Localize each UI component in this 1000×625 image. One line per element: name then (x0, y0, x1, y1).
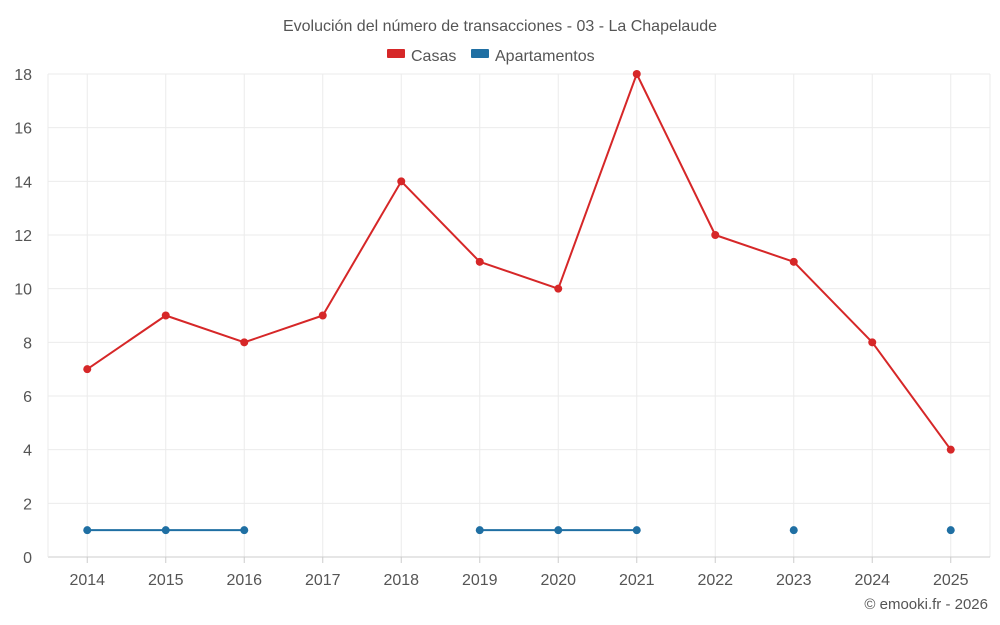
data-point-casas[interactable] (711, 231, 720, 239)
y-tick-label: 0 (23, 550, 32, 567)
data-point-apartamentos[interactable] (475, 526, 484, 535)
data-point-casas[interactable] (83, 365, 92, 374)
legend-label-casas[interactable]: Casas (411, 48, 456, 65)
data-point-casas[interactable] (789, 257, 798, 266)
x-tick-label: 2017 (305, 572, 341, 589)
credit-text: © emooki.fr - 2026 (864, 596, 988, 613)
data-point-casas[interactable] (868, 338, 877, 347)
series-layer (83, 70, 955, 535)
data-point-casas[interactable] (397, 177, 406, 186)
gridlines (48, 73, 991, 557)
x-tick-label: 2021 (619, 572, 655, 589)
legend-swatch-casas (387, 49, 405, 58)
y-tick-label: 12 (14, 228, 32, 245)
y-tick-label: 8 (23, 335, 32, 352)
series-apartamentos (83, 526, 955, 535)
x-tick-label: 2023 (776, 572, 812, 589)
y-axis: 0 2 4 6 8 10 12 14 16 18 (14, 67, 49, 567)
x-tick-label: 2019 (462, 572, 498, 589)
data-point-apartamentos[interactable] (946, 526, 955, 535)
data-point-apartamentos[interactable] (632, 526, 641, 535)
data-point-apartamentos[interactable] (83, 526, 92, 535)
data-point-casas[interactable] (161, 311, 170, 320)
y-tick-label: 2 (23, 496, 32, 513)
data-point-casas[interactable] (946, 445, 955, 454)
series-line-casas (86, 73, 952, 451)
x-tick-label: 2016 (226, 572, 262, 589)
y-tick-label: 14 (14, 174, 32, 191)
legend: Casas Apartamentos (387, 48, 595, 65)
y-tick-label: 16 (14, 121, 32, 138)
y-tick-label: 10 (14, 282, 32, 299)
data-point-apartamentos[interactable] (789, 526, 798, 535)
data-point-casas[interactable] (554, 284, 563, 293)
series-casas (83, 70, 955, 454)
chart-title: Evolución del número de transacciones - … (283, 18, 717, 35)
x-tick-label: 2022 (697, 572, 733, 589)
y-tick-label: 4 (23, 443, 32, 460)
x-tick-label: 2018 (383, 572, 419, 589)
data-point-casas[interactable] (240, 338, 249, 347)
x-tick-label: 2015 (148, 572, 184, 589)
x-tick-label: 2014 (69, 572, 105, 589)
data-point-casas[interactable] (318, 311, 327, 320)
x-tick-label: 2020 (540, 572, 576, 589)
y-tick-label: 18 (14, 67, 32, 84)
legend-label-apartamentos[interactable]: Apartamentos (495, 48, 595, 65)
x-axis: 2014 2015 2016 2017 2018 2019 2020 2021 2022 2023… (48, 556, 990, 589)
data-point-casas[interactable] (632, 70, 641, 78)
legend-swatch-apartamentos (471, 49, 489, 58)
data-point-apartamentos[interactable] (240, 526, 249, 535)
x-tick-label: 2025 (933, 572, 969, 589)
data-point-apartamentos[interactable] (161, 526, 170, 535)
x-tick-label: 2024 (854, 572, 890, 589)
data-point-casas[interactable] (475, 257, 484, 266)
y-tick-label: 6 (23, 389, 32, 406)
data-point-apartamentos[interactable] (554, 526, 563, 535)
